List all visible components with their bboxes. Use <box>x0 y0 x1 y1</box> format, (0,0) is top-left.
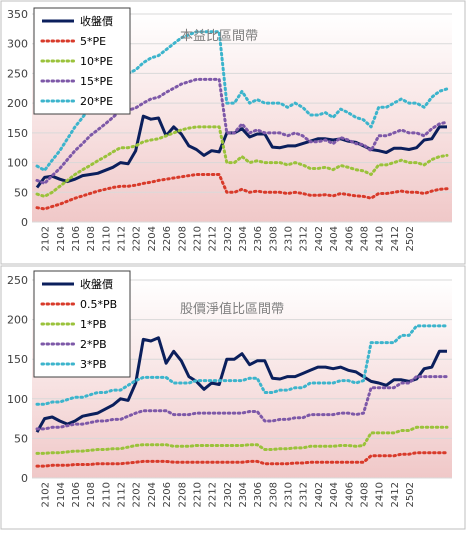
chart2-xtick-label: 2312 <box>299 482 310 507</box>
chart1-legend-label: 10*PE <box>80 55 113 68</box>
chart1-xtick-label: 2204 <box>147 226 158 251</box>
chart1-ytick-label: 0 <box>21 216 28 229</box>
chart1-xtick-label: 2110 <box>101 226 112 251</box>
chart1-series-line-0 <box>35 114 447 189</box>
chart2-title: 股價淨值比區間帶 <box>180 301 284 317</box>
chart2-xtick-label: 2502 <box>405 482 416 507</box>
chart1-xtick-label: 2302 <box>223 226 234 251</box>
chart2-legend: 收盤價 0.5*PB 1*PB 2*PB 3*PB <box>33 270 131 378</box>
chart2-series-line-2 <box>35 425 449 455</box>
chart1-xtick-label: 2304 <box>238 226 249 251</box>
chart2-xtick-label: 2306 <box>253 482 264 507</box>
chart1-series-line-3 <box>35 77 449 185</box>
chart2-xtick-label: 2106 <box>71 482 82 507</box>
chart2-xtick-label: 2412 <box>390 482 401 507</box>
chart1-title: 本益比區間帶 <box>180 29 258 44</box>
chart1-xtick-label: 2202 <box>132 226 143 251</box>
chart1-xtick-label: 2104 <box>56 226 67 251</box>
chart1-legend-label: 5*PE <box>80 35 106 48</box>
chart2-xtick-label: 2104 <box>56 482 67 507</box>
chart2-ytick-label: 0 <box>21 472 28 485</box>
chart1-xtick-label: 2206 <box>162 226 173 251</box>
chart1-xtick-label: 2408 <box>359 226 370 251</box>
chart1-xtick-label: 2502 <box>405 226 416 251</box>
chart1-legend-label: 收盤價 <box>80 14 113 28</box>
chart2-ytick-label: 50 <box>14 432 28 445</box>
chart2-legend-label: 0.5*PB <box>80 298 117 311</box>
chart1-xtick-label: 2402 <box>314 226 325 251</box>
chart1-ytick-label: 350 <box>7 8 28 21</box>
chart1-xtick-label: 2404 <box>329 226 340 251</box>
chart1-ytick-label: 250 <box>7 67 28 80</box>
chart2-xtick-label: 2204 <box>147 482 158 507</box>
chart1-xtick-label: 2108 <box>86 226 97 251</box>
pb-band-chart: 0 50 100 150 200 250 2102 2104 2106 2108 2110 2112 2… <box>0 265 466 530</box>
chart2-ytick-label: 200 <box>7 314 28 327</box>
chart2-xtick-label: 2304 <box>238 482 249 507</box>
chart2-series-line-4 <box>35 324 449 406</box>
chart2-legend-label: 2*PB <box>80 338 107 351</box>
chart2-xtick-label: 2410 <box>375 482 386 507</box>
chart1-xtick-label: 2112 <box>117 226 128 251</box>
chart1-xtick-label: 2212 <box>208 226 219 251</box>
chart2-series-line-3 <box>35 375 449 431</box>
chart1-xtick-label: 2102 <box>41 226 52 251</box>
chart1-xtick-label: 2412 <box>390 226 401 251</box>
chart1-xtick-label: 2410 <box>375 226 386 251</box>
chart1-xtick-label: 2210 <box>192 226 203 251</box>
chart2-xtick-label: 2310 <box>284 482 295 507</box>
chart2-xtick-label: 2406 <box>344 482 355 507</box>
chart2-xtick-label: 2302 <box>223 482 234 507</box>
chart1-ytick-label: 50 <box>14 186 28 199</box>
chart1-ytick-label: 200 <box>7 97 28 110</box>
chart1-ytick-label: 300 <box>7 38 28 51</box>
chart2-legend-label: 1*PB <box>80 318 107 331</box>
chart2-xtick-label: 2108 <box>86 482 97 507</box>
chart2-xtick-label: 2208 <box>177 482 188 507</box>
chart2-xtick-label: 2210 <box>192 482 203 507</box>
chart2-xtick-label: 2408 <box>359 482 370 507</box>
chart2-series-line-1 <box>35 451 449 468</box>
pe-band-chart: 0 50 100 150 200 250 300 350 2102 2104 2106 2108 211… <box>0 0 466 265</box>
chart1-ytick-label: 150 <box>7 127 28 140</box>
chart2-xtick-label: 2112 <box>117 482 128 507</box>
chart2-xtick-label: 2110 <box>101 482 112 507</box>
chart2-xtick-label: 2206 <box>162 482 173 507</box>
chart2-xtick-label: 2308 <box>268 482 279 507</box>
chart1-xtick-label: 2106 <box>71 226 82 251</box>
chart1-legend-label: 15*PE <box>80 75 113 88</box>
chart1-xtick-label: 2208 <box>177 226 188 251</box>
chart2-ytick-label: 150 <box>7 353 28 366</box>
chart2-xtick-label: 2402 <box>314 482 325 507</box>
chart1-xtick-label: 2310 <box>284 226 295 251</box>
chart2-series-line-0 <box>35 336 447 433</box>
chart2-ytick-label: 250 <box>7 274 28 287</box>
pb-band-chart-panel: 0 50 100 150 200 250 2102 2104 2106 2108 2110 2112 2… <box>0 265 466 530</box>
chart2-xtick-label: 2202 <box>132 482 143 507</box>
chart2-legend-label: 3*PB <box>80 358 107 371</box>
chart2-ytick-label: 100 <box>7 393 28 406</box>
chart2-xtick-label: 2404 <box>329 482 340 507</box>
chart2-legend-label: 收盤價 <box>80 277 113 291</box>
chart2-xtick-label: 2212 <box>208 482 219 507</box>
pe-band-chart-panel: 0 50 100 150 200 250 300 350 2102 2104 2106 2108 211… <box>0 0 466 265</box>
chart1-xtick-label: 2306 <box>253 226 264 251</box>
chart1-xtick-label: 2312 <box>299 226 310 251</box>
chart1-legend: 收盤價 5*PE 10*PE 15*PE 20*PE <box>33 7 131 115</box>
chart1-xtick-label: 2308 <box>268 226 279 251</box>
chart1-series-line-1 <box>35 173 449 211</box>
chart1-series-line-2 <box>35 125 449 198</box>
chart1-xtick-label: 2406 <box>344 226 355 251</box>
chart1-ytick-label: 100 <box>7 157 28 170</box>
chart2-xtick-label: 2102 <box>41 482 52 507</box>
chart1-legend-label: 20*PE <box>80 95 113 108</box>
